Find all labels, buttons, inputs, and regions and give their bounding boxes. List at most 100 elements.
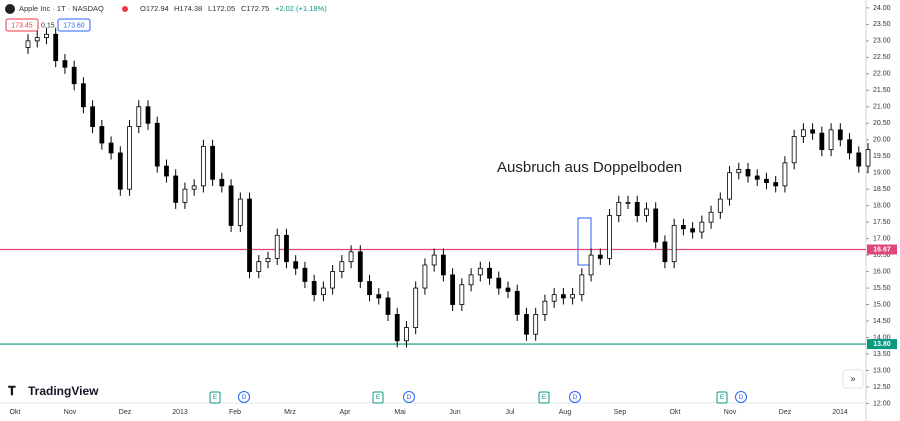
candle-body: [644, 208, 649, 216]
x-tick-label: 2014: [832, 409, 848, 416]
ohlc-legend: O172.94: [140, 4, 169, 13]
candle-body: [339, 261, 345, 272]
candle-body: [367, 281, 372, 296]
candle-body: [90, 106, 96, 127]
candle-body: [745, 169, 751, 177]
ohlc-legend: +2.02 (+1.18%): [275, 4, 327, 13]
candle-body: [302, 267, 308, 282]
annotation: Ausbruch aus Doppelboden: [497, 159, 682, 176]
event-marker: [735, 391, 747, 403]
candle-body: [284, 234, 289, 263]
candle-body: [404, 327, 409, 342]
candle-body: [487, 267, 492, 279]
y-tick-label: 13.00: [873, 367, 891, 374]
candle-body: [348, 251, 354, 263]
candle-body: [551, 294, 557, 302]
candle-body: [34, 37, 40, 42]
event-marker: [569, 391, 581, 403]
candle-body: [468, 274, 474, 286]
x-tick-label: Mai: [394, 409, 406, 416]
quote-box: [5, 18, 39, 32]
candle-body: [597, 254, 603, 259]
candle-body: [671, 225, 677, 263]
candle-body: [154, 122, 160, 167]
candle-body: [736, 169, 742, 174]
quote-box: [57, 18, 91, 32]
y-tick-label: 12.00: [873, 400, 891, 407]
candle-body: [127, 126, 132, 190]
quote-value: 173.60: [63, 22, 85, 29]
candle-body: [274, 234, 280, 259]
event-label: D: [573, 394, 578, 401]
price-line-label: 16.67: [873, 246, 891, 253]
ohlc-legend: L172.05: [208, 4, 235, 13]
y-tick-label: 23.00: [873, 38, 891, 45]
candle-body: [99, 126, 105, 144]
candle-body: [164, 165, 169, 177]
y-tick-label: 15.50: [873, 285, 891, 292]
event-marker: [538, 391, 550, 404]
event-label: E: [720, 394, 725, 401]
candle-body: [570, 294, 576, 299]
candle-body: [440, 254, 446, 276]
candle-body: [25, 40, 31, 48]
candle-body: [773, 182, 779, 187]
candle-body: [219, 178, 225, 187]
candle-body: [136, 106, 142, 127]
event-label: D: [407, 394, 412, 401]
status-dot: [122, 6, 128, 12]
candle-body: [145, 106, 151, 124]
candle-body: [847, 139, 852, 154]
candle-body: [376, 294, 382, 299]
y-tick-label: 15.00: [873, 301, 891, 308]
candle-body: [247, 198, 252, 272]
x-tick-label: Dez: [779, 409, 792, 416]
x-tick-label: Okt: [10, 409, 21, 416]
symbol-title: Apple Inc · 1T · NASDAQ: [19, 4, 104, 13]
x-tick-label: Jun: [449, 409, 460, 416]
scroll-button[interactable]: [842, 369, 864, 389]
ohlc-legend: C172.75: [241, 4, 269, 13]
candle-body: [542, 300, 548, 315]
candle-body: [210, 145, 216, 180]
candle-body: [394, 314, 400, 342]
candle-body: [524, 314, 529, 335]
y-tick-label: 14.00: [873, 334, 891, 341]
candle-body: [237, 198, 243, 226]
candle-body: [680, 225, 686, 230]
candle-body: [450, 274, 456, 305]
candle-body: [62, 60, 68, 68]
y-tick-label: 23.50: [873, 21, 891, 28]
candle-body: [865, 149, 871, 167]
candle-body: [293, 261, 299, 269]
y-tick-label: 13.50: [873, 351, 891, 358]
candle-body: [265, 257, 271, 263]
candle-body: [505, 287, 511, 292]
y-tick-label: 21.00: [873, 104, 891, 111]
candle-body: [828, 129, 834, 151]
y-tick-label: 16.50: [873, 252, 891, 259]
symbol-logo: [5, 4, 15, 14]
candle-body: [819, 132, 825, 151]
candle-body: [588, 254, 594, 276]
event-label: E: [213, 394, 218, 401]
x-tick-label: Feb: [229, 409, 241, 416]
candle-body: [616, 201, 622, 216]
y-tick-label: 14.50: [873, 318, 891, 325]
x-tick-label: Nov: [64, 409, 77, 416]
candle-body: [108, 142, 114, 154]
candle-body: [459, 284, 465, 305]
candle-body: [800, 129, 806, 137]
candle-body: [560, 294, 566, 299]
y-tick-label: 17.00: [873, 235, 891, 242]
candle-body: [44, 33, 49, 38]
candle-body: [80, 83, 86, 108]
candle-body: [182, 188, 188, 203]
candle-body: [330, 271, 336, 289]
x-tick-label: Jul: [506, 409, 515, 416]
candle-body: [791, 136, 797, 164]
scroll-icon[interactable]: »: [850, 373, 855, 383]
y-tick-label: 12.50: [873, 384, 891, 391]
candle-body: [708, 211, 714, 223]
x-tick-label: Aug: [559, 409, 572, 416]
